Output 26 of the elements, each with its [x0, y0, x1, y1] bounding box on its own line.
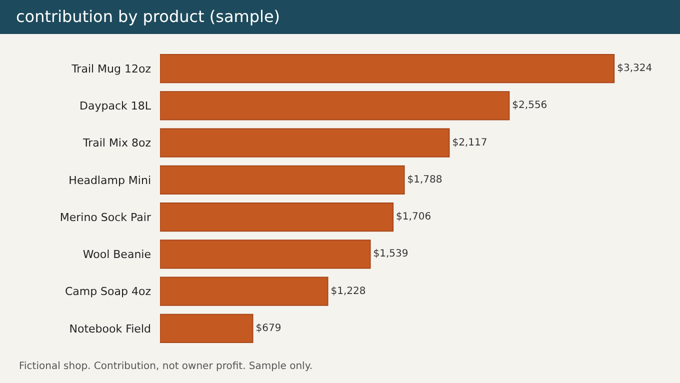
data-label: $1,706	[396, 212, 432, 223]
y-tick-label: Merino Sock Pair	[60, 210, 152, 224]
chart-title: contribution by product (sample)	[0, 0, 680, 34]
data-label: $3,324	[617, 63, 652, 74]
data-label: $1,228	[330, 286, 366, 297]
y-tick-label: Headlamp Mini	[68, 174, 151, 187]
y-tick-label: Camp Soap 4oz	[64, 285, 152, 298]
bar	[160, 91, 510, 120]
y-tick-label: Daypack 18L	[80, 100, 152, 113]
text: Fictional shop. Contribution, not owner profit. Sample only.	[19, 361, 313, 372]
bar	[160, 240, 371, 269]
bar	[160, 165, 405, 195]
bar	[160, 276, 328, 306]
data-label: $679	[256, 322, 282, 334]
bar	[160, 314, 254, 344]
data-label: $2,556	[512, 100, 548, 112]
data-label: $1,788	[407, 174, 442, 186]
y-tick-label: Trail Mix 8oz	[82, 136, 152, 150]
bar	[160, 202, 394, 232]
bar	[160, 54, 615, 84]
y-tick-label: Trail Mug 12oz	[70, 62, 152, 76]
data-label: $1,539	[373, 248, 408, 260]
bar	[160, 128, 450, 158]
y-tick-label: Wool Beanie	[82, 248, 152, 262]
data-label: $2,117	[452, 137, 488, 148]
y-tick-label: Notebook Field	[69, 322, 151, 336]
